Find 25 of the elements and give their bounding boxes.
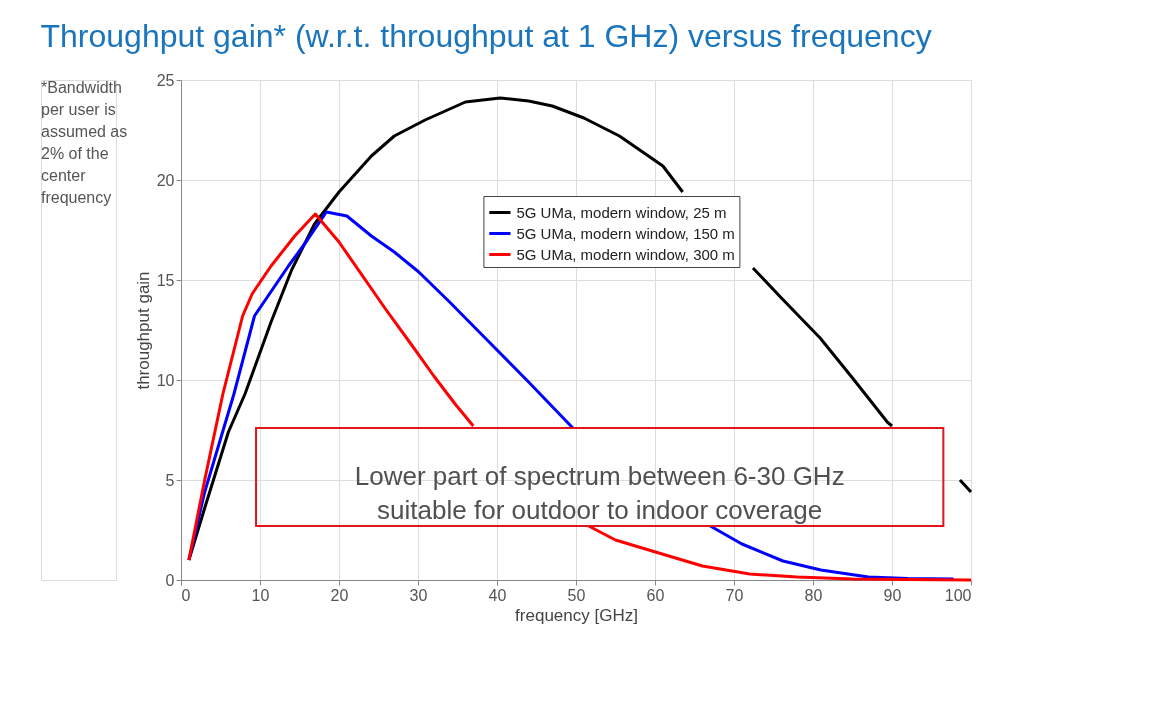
y-tick-label: 0 [165,571,175,589]
x-tick-label: 60 [646,586,665,604]
x-tick-label: 70 [725,586,744,604]
y-tick-label: 15 [156,271,175,289]
text: *Bandwidth per user is assumed as 2% of the center frequency [41,79,128,206]
x-tick-label: 90 [883,586,902,604]
annotation: Lower part of spectrum between 6-30 GHz suitable for outdoor to indoor coverage [354,461,845,525]
y-tick-label: 10 [156,371,175,389]
x-axis-title: frequency [GHz] [515,605,638,625]
x-tick-label: 0 [181,586,191,604]
legend-label: 5G UMa, modern window, 300 m [516,245,735,263]
x-tick-label: 40 [488,586,507,604]
y-tick-label: 20 [156,171,175,189]
y-tick-label: 5 [165,471,175,489]
legend-label: 5G UMa, modern window, 25 m [516,203,727,221]
x-tick-label: 10 [251,586,270,604]
y-axis-title: throughput gain [133,271,153,390]
x-tick-label: 50 [567,586,586,604]
x-tick-label: 100 [944,586,972,604]
chart-title: Throughput gain* (w.r.t. throughput at 1 GHz) versus frequency [40,17,932,54]
x-tick-label: 20 [330,586,349,604]
y-tick-label: 25 [156,71,175,89]
legend-label: 5G UMa, modern window, 150 m [516,224,735,242]
x-tick-label: 30 [409,586,428,604]
x-tick-label: 80 [804,586,823,604]
